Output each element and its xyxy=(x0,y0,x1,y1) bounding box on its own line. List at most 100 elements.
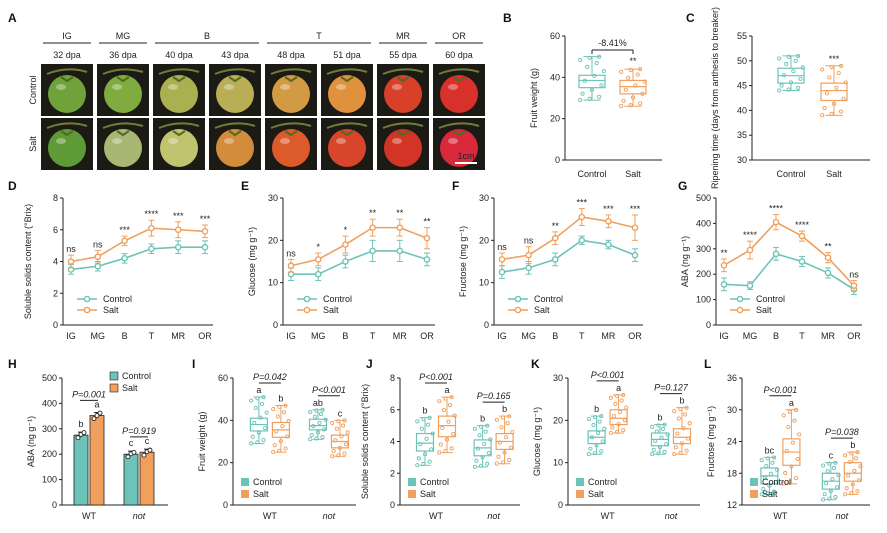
data-point xyxy=(427,459,432,464)
data-point xyxy=(834,485,840,490)
y-tick-label: 0 xyxy=(555,155,560,165)
data-point xyxy=(829,111,834,117)
data-point xyxy=(504,435,509,440)
legend-marker xyxy=(83,306,91,314)
data-point xyxy=(441,408,446,413)
data-point xyxy=(256,430,261,435)
data-point xyxy=(174,226,182,234)
fruit xyxy=(384,75,422,113)
y-tick-label: 10 xyxy=(268,278,278,288)
dpa-label: 55 dpa xyxy=(389,50,417,60)
data-point xyxy=(472,464,477,469)
data-point xyxy=(263,425,268,431)
significance-label: * xyxy=(316,242,320,252)
legend-label: Salt xyxy=(420,489,436,499)
dpa-label: 51 dpa xyxy=(333,50,361,60)
data-point xyxy=(283,403,288,408)
stem xyxy=(102,68,144,75)
data-point xyxy=(781,73,786,78)
data-point xyxy=(499,425,504,430)
data-point xyxy=(786,54,791,59)
dpa-label: 40 dpa xyxy=(165,50,193,60)
significance-label: *** xyxy=(603,204,614,214)
legend-marker xyxy=(83,295,91,303)
p-value-label: P<0.001 xyxy=(419,372,453,382)
data-point xyxy=(792,418,797,423)
y-tick-label: 60 xyxy=(218,373,228,383)
data-point xyxy=(770,460,775,465)
y-axis-title: Soluble solids content (°Brix) xyxy=(23,204,33,319)
fruit xyxy=(272,75,310,113)
data-point xyxy=(505,421,510,426)
legend-label: Control xyxy=(588,477,617,487)
fruit-highlight xyxy=(56,84,66,90)
data-point xyxy=(772,250,780,258)
data-point xyxy=(148,245,155,253)
box xyxy=(820,82,848,102)
fruit xyxy=(440,75,478,113)
data-point xyxy=(656,451,661,456)
data-point xyxy=(479,463,484,468)
data-point xyxy=(855,450,860,455)
group-letter: b xyxy=(480,414,485,424)
data-point xyxy=(253,405,258,410)
stem xyxy=(326,122,368,129)
p-value-label: P=0.042 xyxy=(253,372,287,382)
y-tick-label: 20 xyxy=(218,458,228,468)
stem xyxy=(158,122,200,129)
data-point xyxy=(630,95,636,100)
data-point xyxy=(427,415,432,420)
data-point xyxy=(664,442,669,447)
legend-label: Salt xyxy=(253,489,269,499)
y-tick-label: 30 xyxy=(479,193,489,203)
group-letter: bc xyxy=(765,445,775,455)
x-tick-label: MG xyxy=(521,331,536,341)
data-point xyxy=(841,96,846,101)
dpa-label: 36 dpa xyxy=(109,50,137,60)
data-point xyxy=(342,418,347,423)
data-point xyxy=(608,395,613,400)
y-tick-label: 30 xyxy=(268,193,278,203)
y-tick-label: 30 xyxy=(737,155,747,165)
data-point xyxy=(440,425,445,430)
data-point xyxy=(833,460,838,465)
data-point xyxy=(849,491,854,496)
data-point xyxy=(631,224,639,231)
data-point xyxy=(446,419,451,424)
data-point xyxy=(594,60,599,66)
data-point xyxy=(836,70,841,76)
y-tick-label: 100 xyxy=(696,295,711,305)
x-tick-label: not xyxy=(323,511,336,521)
data-point xyxy=(824,91,829,96)
significance-label: *** xyxy=(577,198,588,208)
x-tick-label: not xyxy=(836,511,849,521)
data-point xyxy=(789,464,794,469)
data-point xyxy=(415,419,420,424)
data-point xyxy=(272,443,277,448)
y-tick-label: 36 xyxy=(727,373,737,383)
fruit xyxy=(216,129,254,167)
panel-label: G xyxy=(678,179,687,193)
data-point xyxy=(578,57,583,63)
y-tick-label: 20 xyxy=(550,114,560,124)
data-point xyxy=(551,234,559,242)
data-point xyxy=(621,98,626,103)
stage-label: OR xyxy=(452,31,466,41)
y-tick-label: 300 xyxy=(696,244,711,254)
data-point xyxy=(602,426,607,431)
data-point xyxy=(820,113,825,118)
data-point xyxy=(591,422,596,428)
data-point xyxy=(201,228,209,235)
dpa-label: 60 dpa xyxy=(445,50,473,60)
data-point xyxy=(597,54,602,59)
significance-label: ** xyxy=(720,248,728,258)
fruit xyxy=(272,129,310,167)
legend-swatch xyxy=(750,490,758,498)
y-tick-label: 0 xyxy=(390,500,395,510)
data-point xyxy=(746,282,754,289)
data-point xyxy=(796,53,801,58)
y-tick-label: 60 xyxy=(550,31,560,41)
data-point xyxy=(650,452,655,457)
y-axis-title: Fructose (mg g⁻¹) xyxy=(458,226,468,297)
bar xyxy=(123,453,139,506)
